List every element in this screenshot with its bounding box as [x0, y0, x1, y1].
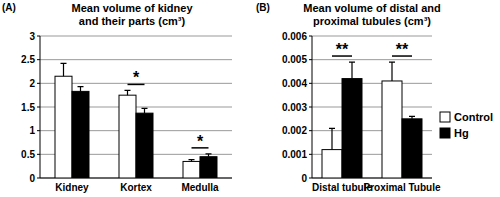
grid-line	[312, 83, 432, 84]
tick-label: 1.5	[21, 102, 35, 113]
panel: (B) Mean volume of distal andproximal tub…	[256, 2, 493, 193]
legend-swatch	[440, 128, 450, 138]
bar	[183, 161, 200, 178]
grid-line	[40, 59, 232, 60]
error-bar	[206, 154, 212, 157]
tick-label: 0.005	[282, 54, 307, 65]
bar	[382, 81, 402, 178]
bar	[322, 150, 342, 178]
error-bar	[125, 90, 131, 95]
category-label: Proximal Tubule	[363, 182, 440, 193]
panel: (A) Mean volume of kidneyand their parts …	[2, 2, 232, 193]
y-axis	[40, 36, 41, 178]
grid-line	[312, 36, 432, 37]
title: Mean volume of kidneyand their parts (cm…	[71, 2, 193, 27]
tick-label: 0	[301, 173, 307, 184]
legend: Control Hg	[440, 111, 493, 139]
error-bar	[329, 128, 335, 149]
tick-label: 0.002	[282, 125, 307, 136]
tick-label: 0.003	[282, 102, 307, 113]
bar	[119, 95, 136, 178]
tick-label: 0	[29, 173, 35, 184]
bar	[342, 79, 362, 178]
legend-label: Control	[454, 111, 493, 123]
title: Mean volume of distal andproximal tubule…	[303, 2, 441, 27]
error-bar	[78, 87, 84, 92]
grid-line	[40, 36, 232, 37]
chart: (A) Mean volume of kidneyand their parts …	[0, 0, 500, 197]
error-bar	[142, 108, 148, 113]
title-line: and their parts (cm³)	[79, 15, 186, 27]
tick-label: 0.006	[282, 31, 307, 42]
marks	[322, 62, 422, 178]
error-bar	[389, 62, 395, 81]
title-line: Mean volume of distal and	[303, 2, 441, 14]
bar	[136, 113, 153, 178]
error-bar	[349, 62, 355, 79]
tick-label: 0.5	[21, 149, 35, 160]
significance-label: *	[133, 69, 140, 86]
title-line: Mean volume of kidney	[71, 2, 193, 14]
panel-label: (B)	[256, 2, 270, 13]
error-bar	[409, 116, 415, 118]
marks	[55, 63, 217, 178]
legend-swatch	[440, 112, 450, 122]
bar	[55, 76, 72, 178]
grid-line	[312, 59, 432, 60]
error-bar	[61, 63, 67, 76]
panel-label: (A)	[2, 2, 16, 13]
tick-label: 0.004	[282, 78, 307, 89]
tick-label: 3	[29, 31, 35, 42]
error-bar	[189, 160, 195, 162]
bar	[402, 119, 422, 178]
significance-label: *	[197, 133, 204, 150]
category-label: Kidney	[55, 182, 89, 193]
tick-label: 2.5	[21, 54, 35, 65]
tick-label: 0.001	[282, 149, 307, 160]
category-label: Medulla	[181, 182, 219, 193]
grid-line	[312, 107, 432, 108]
tick-label: 1	[29, 125, 35, 136]
category-label: Kortex	[120, 182, 152, 193]
bar	[200, 157, 217, 178]
tick-label: 2	[29, 78, 35, 89]
bar	[72, 91, 89, 178]
y-axis	[312, 36, 313, 178]
significance-label: **	[396, 41, 409, 58]
legend-label: Hg	[454, 127, 469, 139]
title-line: proximal tubules (cm³)	[313, 15, 431, 27]
significance-label: **	[336, 41, 349, 58]
